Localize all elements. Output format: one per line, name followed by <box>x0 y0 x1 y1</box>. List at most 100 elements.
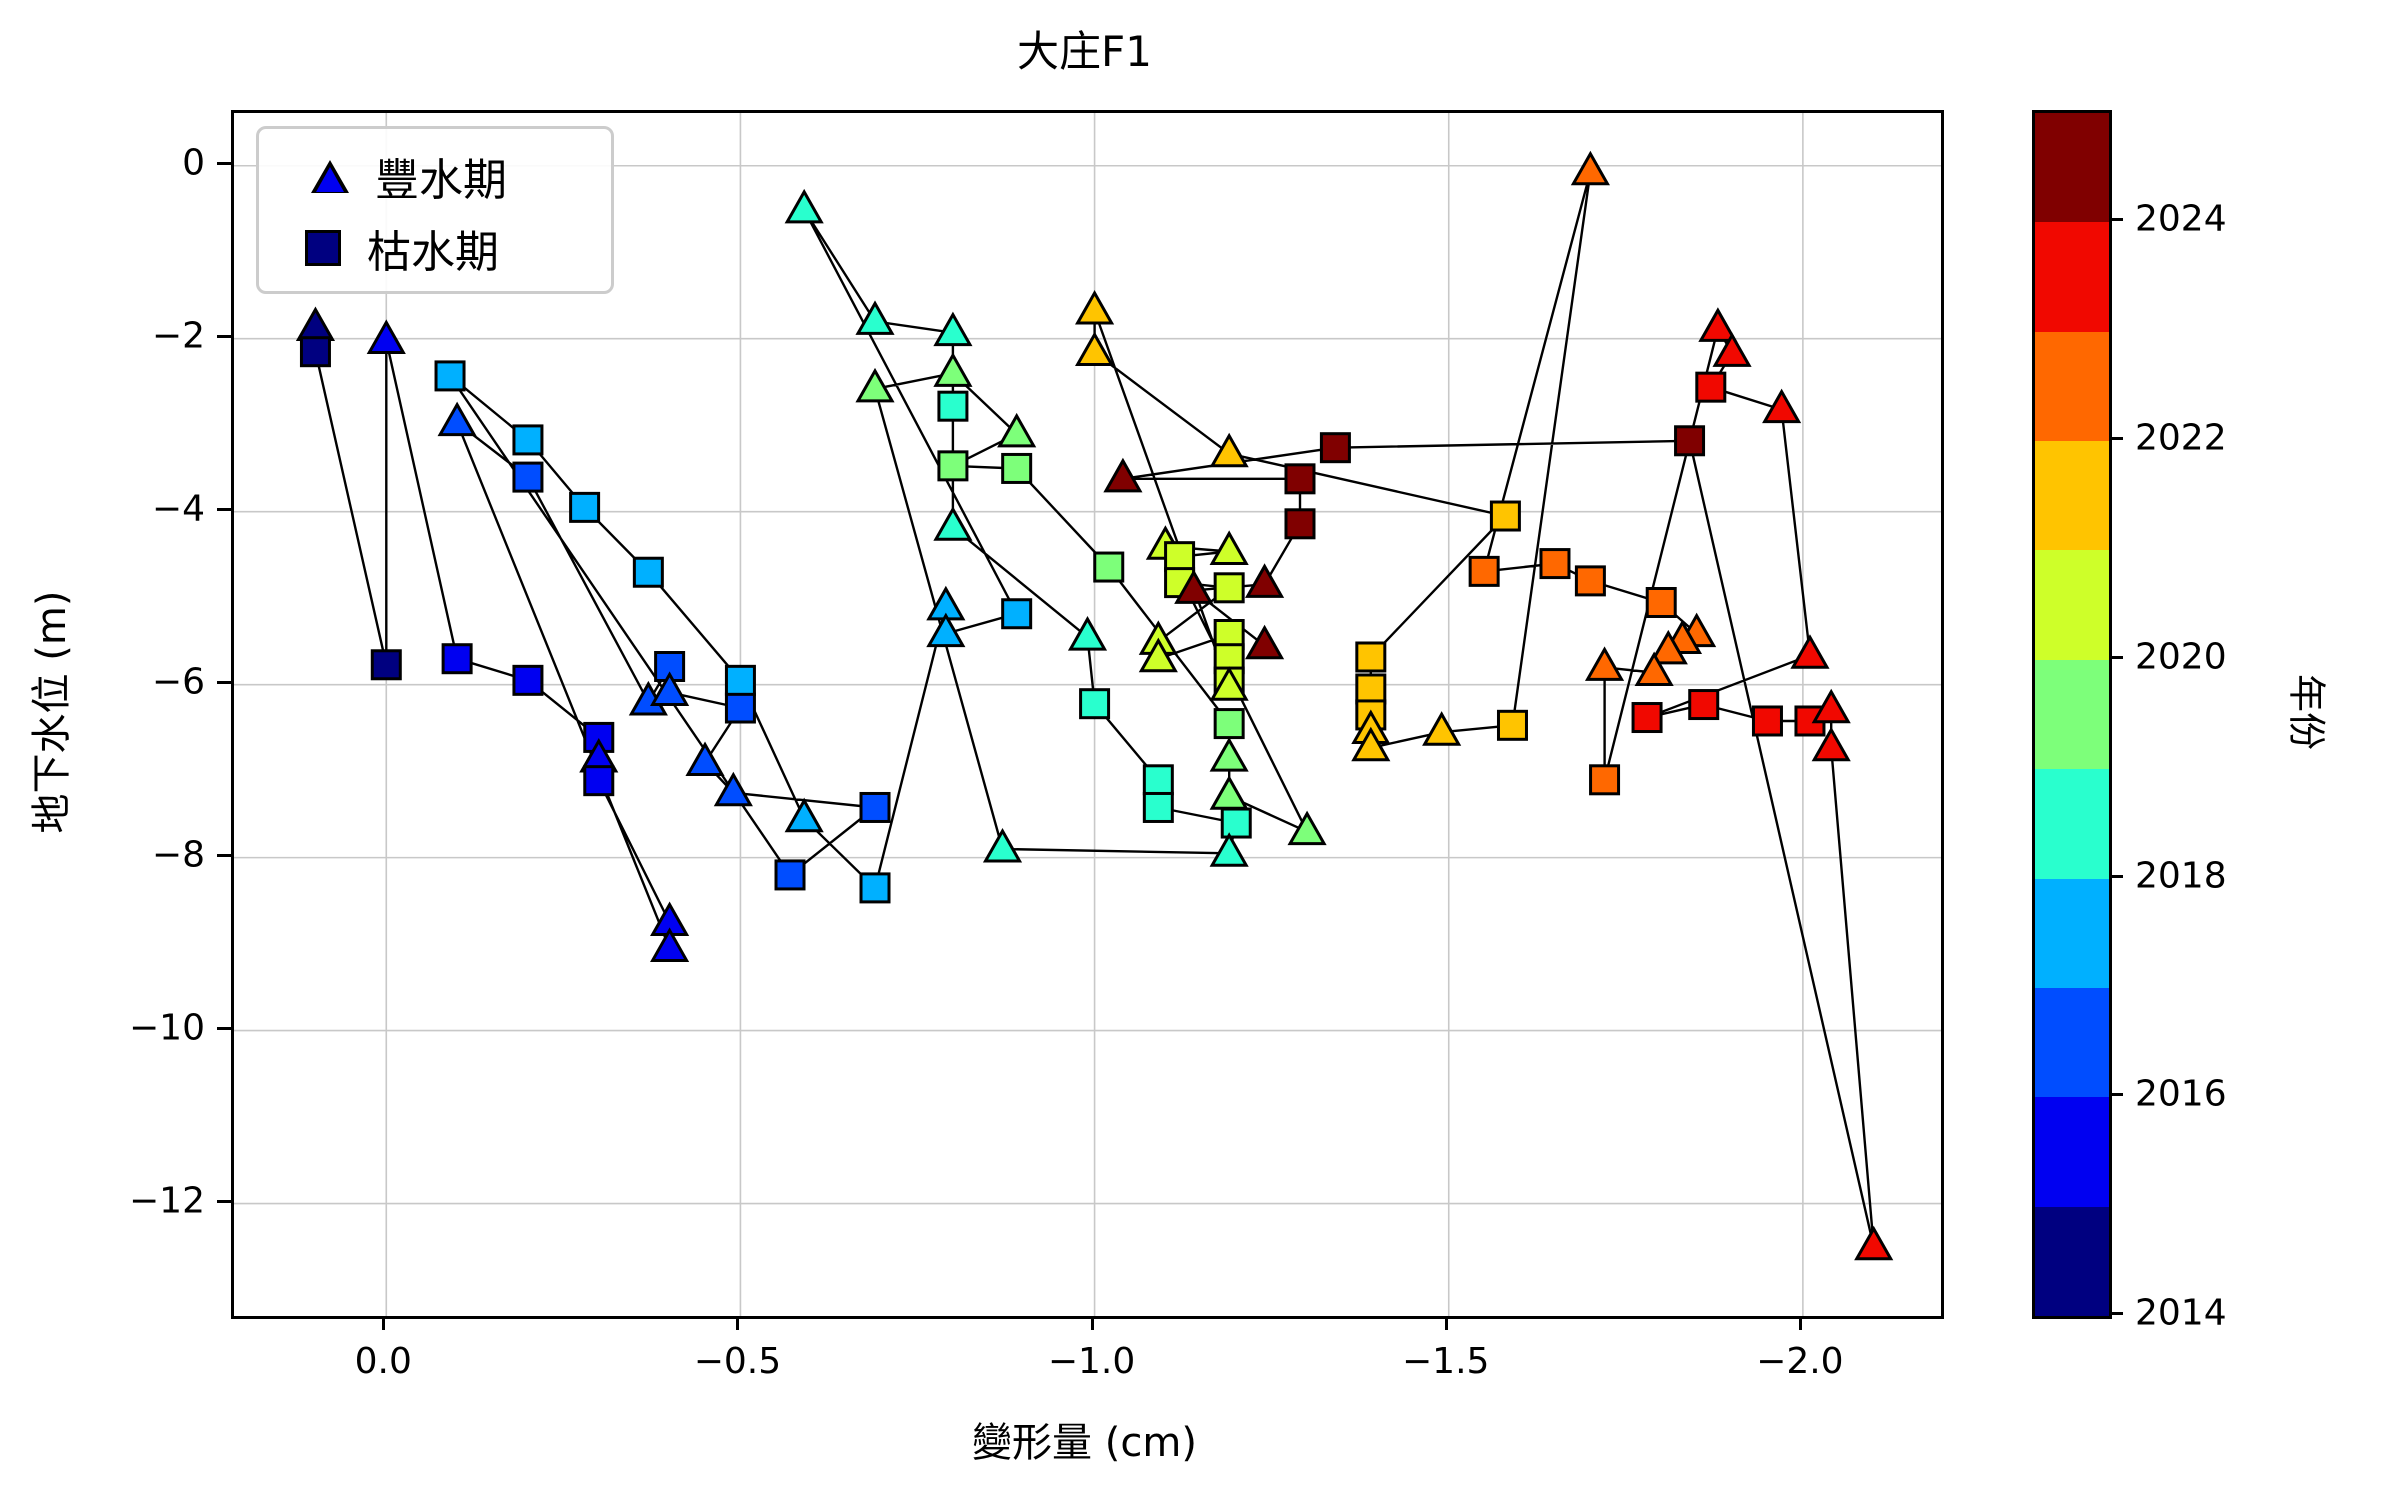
colorbar-tick-label: 2018 <box>2135 855 2227 897</box>
colorbar-band-2018 <box>2035 769 2109 879</box>
colorbar-band-2024 <box>2035 113 2109 223</box>
x-tick-mark <box>382 1316 386 1330</box>
data-point-marker-dry-2016 <box>774 859 806 891</box>
data-point-marker-dry-2015 <box>441 643 473 675</box>
data-point-marker-wet-2018 <box>1067 616 1108 651</box>
data-point-marker-wet-2019 <box>997 412 1037 448</box>
x-tick-mark <box>1444 1316 1448 1330</box>
data-point-marker-wet-2021 <box>1351 726 1391 762</box>
data-point-marker-dry-2016 <box>724 692 756 724</box>
data-point-marker-dry-2021 <box>1496 709 1528 741</box>
colorbar-band-2020 <box>2035 550 2109 660</box>
data-point-marker-wet-2020 <box>1209 666 1249 701</box>
data-point-marker-dry-2022 <box>1589 764 1621 796</box>
x-axis-label: 變形量 (cm) <box>972 1420 1197 1466</box>
y-tick-label: −8 <box>151 834 205 876</box>
data-point-marker-dry-2023 <box>1695 371 1727 403</box>
data-point-marker-dry-2021 <box>1489 500 1521 532</box>
data-point-marker-dry-2014 <box>299 336 331 368</box>
data-point-marker-wet-2014 <box>295 306 336 341</box>
data-point-marker-wet-2024 <box>1174 569 1214 604</box>
data-point-marker-wet-2019 <box>1209 737 1249 772</box>
data-point-marker-dry-2015 <box>583 765 615 797</box>
y-tick-label: −10 <box>129 1007 205 1049</box>
colorbar-tick-mark <box>2109 218 2123 222</box>
data-point-marker-wet-2016 <box>437 401 477 437</box>
dry-season-square-icon <box>305 230 341 266</box>
x-tick-label: −1.0 <box>1047 1341 1136 1382</box>
colorbar-band-2022 <box>2035 331 2109 442</box>
x-tick-mark <box>736 1316 740 1330</box>
data-point-marker-wet-2017 <box>926 612 966 648</box>
colorbar-tick-mark <box>2109 1312 2123 1315</box>
data-point-marker-wet-2023 <box>1811 726 1851 762</box>
data-point-marker-dry-2017 <box>569 491 601 523</box>
data-point-marker-wet-2019 <box>1209 775 1249 810</box>
x-tick-label: −0.5 <box>693 1341 782 1382</box>
data-point-marker-dry-2015 <box>512 664 544 696</box>
y-tick-mark <box>217 1199 231 1203</box>
colorbar-tick-mark <box>2109 874 2123 878</box>
y-tick-mark <box>217 507 231 511</box>
colorbar-tick-mark <box>2109 437 2123 441</box>
data-point-marker-dry-2023 <box>1688 689 1720 721</box>
colorbar-tick-label: 2024 <box>2135 198 2227 240</box>
data-point-marker-wet-2021 <box>1422 711 1462 746</box>
wet-season-triangle-icon <box>311 159 349 193</box>
data-point-marker-dry-2022 <box>1645 587 1677 619</box>
y-tick-label: 0 <box>182 142 205 184</box>
data-point-marker-wet-2018 <box>982 827 1023 863</box>
data-point-marker-wet-2023 <box>1854 1225 1894 1261</box>
data-point-marker-dry-2017 <box>434 360 466 392</box>
y-tick-mark <box>217 161 231 165</box>
y-tick-mark <box>217 853 231 857</box>
data-point-marker-dry-2014 <box>370 649 402 681</box>
colorbar-tick-mark <box>2109 655 2123 659</box>
data-point-marker-wet-2018 <box>784 188 824 224</box>
data-point-marker-wet-2020 <box>1209 530 1249 565</box>
x-tick-label: −2.0 <box>1756 1341 1844 1382</box>
plot-area <box>231 110 1944 1319</box>
colorbar-tick-label: 2014 <box>2135 1292 2227 1334</box>
data-point-marker-dry-2021 <box>1355 641 1387 673</box>
data-point-marker-wet-2016 <box>685 741 725 776</box>
data-point-marker-dry-2018 <box>1142 791 1174 823</box>
data-point-marker-wet-2018 <box>855 300 895 335</box>
data-point-marker-wet-2018 <box>1209 832 1249 867</box>
legend-label-wet: 豐水期 <box>375 155 507 206</box>
data-point-marker-wet-2021 <box>1075 290 1115 325</box>
data-point-marker-dry-2024 <box>1319 432 1351 464</box>
y-tick-label: −6 <box>151 661 205 703</box>
y-tick-label: −12 <box>129 1180 205 1222</box>
plot-canvas <box>234 113 1941 1316</box>
data-point-marker-dry-2022 <box>1468 555 1500 587</box>
data-point-marker-dry-2022 <box>1539 548 1571 580</box>
colorbar-band-2019 <box>2035 659 2109 770</box>
x-tick-mark <box>1090 1316 1094 1330</box>
data-point-marker-dry-2024 <box>1674 425 1706 457</box>
data-point-marker-dry-2019 <box>937 450 969 482</box>
data-point-marker-wet-2023 <box>1811 688 1851 724</box>
colorbar-band-2023 <box>2035 222 2109 332</box>
x-tick-label: 0.0 <box>354 1341 412 1382</box>
data-point-marker-wet-2024 <box>1103 457 1143 493</box>
colorbar-label: 年份 <box>2284 673 2329 751</box>
data-point-marker-dry-2018 <box>937 390 969 422</box>
colorbar-band-2014 <box>2035 1206 2109 1316</box>
data-point-marker-wet-2022 <box>1634 651 1674 687</box>
data-point-marker-wet-2016 <box>713 771 753 807</box>
colorbar-tick-label: 2016 <box>2135 1073 2227 1115</box>
data-point-marker-dry-2022 <box>1574 565 1606 597</box>
data-point-marker-dry-2019 <box>1001 452 1033 484</box>
colorbar-tick-label: 2020 <box>2135 636 2227 678</box>
data-point-marker-wet-2015 <box>650 927 690 962</box>
data-point-marker-dry-2016 <box>859 791 891 823</box>
data-point-marker-wet-2021 <box>1209 432 1249 468</box>
data-point-marker-wet-2023 <box>1762 388 1802 424</box>
data-point-marker-wet-2023 <box>1698 307 1738 342</box>
colorbar-tick-mark <box>2109 1093 2123 1097</box>
data-point-marker-dry-2019 <box>1093 551 1125 583</box>
data-point-marker-dry-2017 <box>632 556 664 588</box>
y-tick-label: −2 <box>151 315 205 357</box>
data-point-marker-dry-2018 <box>1142 764 1174 796</box>
